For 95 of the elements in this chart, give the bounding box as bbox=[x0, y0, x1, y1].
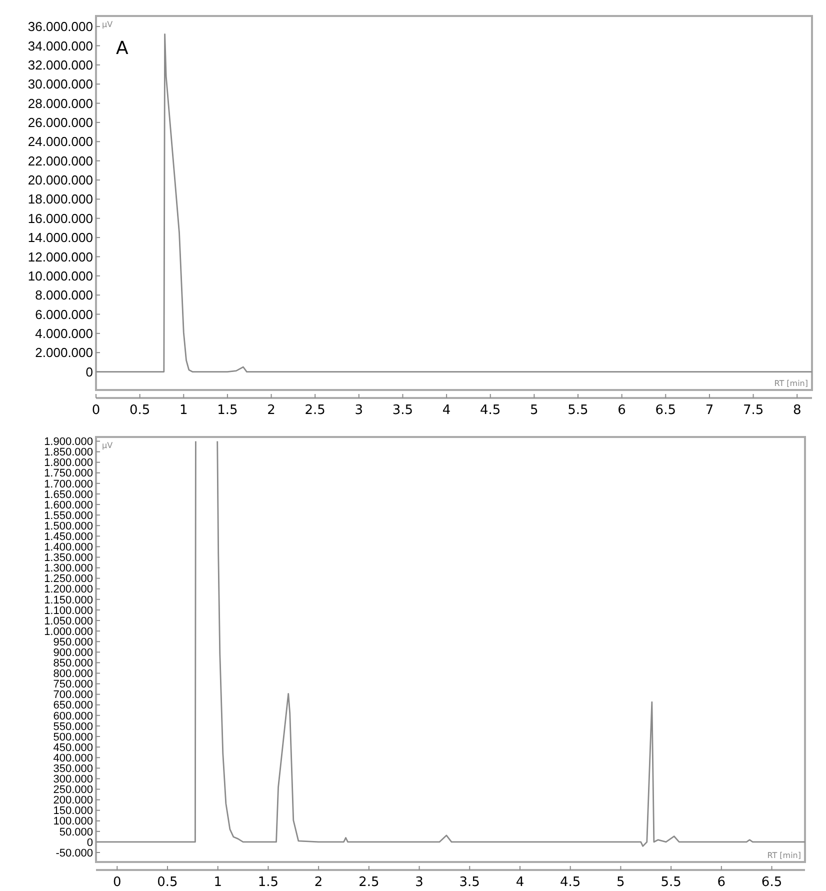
y-tick-label: 1.100.000 bbox=[44, 604, 93, 617]
y-tick-label: 1.000.000 bbox=[44, 626, 93, 638]
line-series bbox=[95, 34, 813, 372]
y-tick-label: 6.000.000 bbox=[35, 306, 93, 322]
y-tick-label: 26.000.000 bbox=[28, 114, 93, 130]
y-tick-label: 16.000.000 bbox=[28, 210, 93, 226]
y-tick-label: 1.150.000 bbox=[44, 594, 93, 606]
x-tick-label: 2 bbox=[314, 875, 323, 890]
x-tick-label: 5 bbox=[530, 403, 538, 418]
y-tick-label: 18.000.000 bbox=[28, 192, 93, 207]
y-tick-label: 450.000 bbox=[53, 742, 93, 754]
annotation: A bbox=[116, 38, 129, 59]
y-tick-label: 400.000 bbox=[53, 752, 93, 764]
y-tick-label: 1.700.000 bbox=[44, 478, 93, 490]
y-tick-label: 1.300.000 bbox=[44, 562, 93, 575]
x-tick-label: 2.5 bbox=[358, 875, 380, 890]
x-tick-label: 0 bbox=[113, 875, 122, 890]
y-tick-label: 1.350.000 bbox=[44, 552, 93, 564]
y-tick-label: 750.000 bbox=[53, 678, 93, 691]
y-tick-label: 36.000.000 bbox=[28, 19, 93, 34]
x-tick-label: 1.5 bbox=[217, 403, 238, 418]
x-tick-label: 4.5 bbox=[560, 875, 581, 890]
y-tick-label: 30.000.000 bbox=[28, 76, 93, 92]
y-tick-label: 650.000 bbox=[53, 700, 93, 712]
y-tick-label: 4.000.000 bbox=[35, 326, 93, 341]
y-tick-label: 14.000.000 bbox=[28, 230, 93, 246]
y-tick-label: 900.000 bbox=[53, 646, 93, 659]
y-tick-label: 1.800.000 bbox=[44, 457, 93, 470]
y-tick-label: 250.000 bbox=[53, 784, 93, 796]
y-tick-label: 24.000.000 bbox=[28, 134, 93, 150]
x-axis-title: RT [min] bbox=[767, 851, 801, 860]
y-tick-label: 200.000 bbox=[53, 794, 93, 807]
y-tick-label: 22.000.000 bbox=[28, 153, 93, 168]
y-axis-title: µV bbox=[102, 441, 114, 450]
x-tick-label: 8 bbox=[792, 403, 802, 418]
y-tick-label: 34.000.000 bbox=[28, 38, 93, 54]
y-tick-label: 28.000.000 bbox=[28, 96, 93, 111]
y-tick-label: 0 bbox=[86, 836, 93, 849]
x-tick-label: 2 bbox=[267, 403, 276, 418]
x-tick-label: 1.5 bbox=[258, 875, 279, 890]
x-tick-label: 5.5 bbox=[568, 403, 588, 418]
x-tick-label: 0.5 bbox=[157, 875, 178, 890]
y-tick-label: 8.000.000 bbox=[35, 288, 93, 303]
y-tick-label: 32.000.000 bbox=[28, 57, 93, 72]
x-tick-label: 4 bbox=[442, 403, 451, 418]
y-tick-label: 10.000.000 bbox=[28, 268, 93, 284]
x-tick-label: 6 bbox=[618, 403, 626, 418]
x-tick-label: 4.5 bbox=[480, 403, 501, 418]
x-tick-label: 5 bbox=[616, 875, 625, 890]
y-tick-label: 0 bbox=[86, 364, 93, 380]
y-tick-label: 100.000 bbox=[53, 816, 93, 828]
y-tick-label: 1.250.000 bbox=[44, 573, 93, 586]
y-tick-label: -50.000 bbox=[56, 847, 93, 860]
y-tick-label: 1.050.000 bbox=[44, 615, 93, 628]
y-tick-label: 550.000 bbox=[53, 720, 93, 733]
x-tick-label: 7 bbox=[705, 403, 714, 418]
y-tick-label: 1.550.000 bbox=[44, 510, 93, 522]
y-tick-label: 1.750.000 bbox=[44, 468, 93, 480]
y-tick-label: 800.000 bbox=[53, 668, 93, 680]
y-tick-label: 20.000.000 bbox=[28, 172, 93, 188]
y-tick-label: 150.000 bbox=[53, 805, 93, 818]
x-axis-title: RT [min] bbox=[774, 379, 808, 388]
y-tick-label: 350.000 bbox=[53, 762, 93, 775]
y-tick-label: 850.000 bbox=[53, 658, 93, 670]
y-tick-label: 1.850.000 bbox=[44, 446, 93, 459]
y-tick-label: 12.000.000 bbox=[28, 249, 93, 264]
y-tick-label: 950.000 bbox=[53, 636, 93, 648]
x-tick-label: 3.5 bbox=[459, 875, 480, 890]
y-tick-label: 1.900.000 bbox=[44, 436, 93, 448]
y-tick-label: 1.450.000 bbox=[44, 530, 93, 543]
x-tick-label: 3 bbox=[354, 403, 364, 418]
y-tick-label: 1.500.000 bbox=[44, 520, 93, 532]
y-tick-label: 1.400.000 bbox=[44, 542, 93, 554]
y-tick-label: 700.000 bbox=[53, 689, 93, 702]
y-tick-label: 2.000.000 bbox=[35, 345, 93, 360]
y-axis-title: µV bbox=[102, 20, 114, 29]
x-tick-label: 1 bbox=[179, 403, 188, 418]
x-tick-label: 6.5 bbox=[761, 875, 782, 890]
x-tick-label: 3 bbox=[415, 875, 424, 890]
x-tick-label: 3.5 bbox=[392, 403, 414, 418]
y-tick-label: 300.000 bbox=[53, 774, 93, 786]
y-tick-label: 1.200.000 bbox=[44, 584, 93, 596]
x-tick-label: 2.5 bbox=[304, 403, 326, 418]
x-tick-label: 6.5 bbox=[655, 403, 676, 418]
x-tick-label: 7.5 bbox=[742, 403, 764, 418]
y-tick-label: 600.000 bbox=[53, 710, 93, 722]
x-tick-label: 6 bbox=[717, 875, 726, 890]
y-tick-label: 50.000 bbox=[59, 826, 93, 838]
y-tick-label: 1.600.000 bbox=[44, 499, 93, 512]
x-tick-label: 1 bbox=[214, 875, 222, 890]
x-tick-label: 0.5 bbox=[129, 403, 150, 418]
x-tick-label: 4 bbox=[516, 875, 524, 890]
y-tick-label: 500.000 bbox=[53, 731, 93, 744]
x-tick-label: 5.5 bbox=[660, 875, 682, 890]
y-tick-label: 1.650.000 bbox=[44, 488, 93, 501]
